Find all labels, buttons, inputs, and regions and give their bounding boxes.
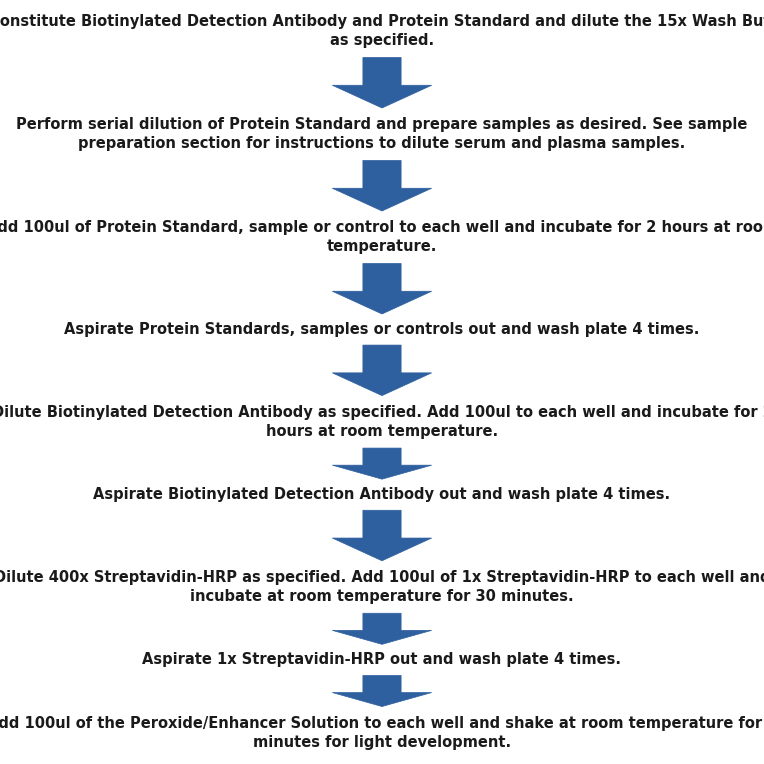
Text: Add 100ul of Protein Standard, sample or control to each well and incubate for 2: Add 100ul of Protein Standard, sample or… bbox=[0, 220, 764, 254]
Text: Aspirate 1x Streptavidin-HRP out and wash plate 4 times.: Aspirate 1x Streptavidin-HRP out and was… bbox=[143, 652, 621, 668]
Text: Reconstitute Biotinylated Detection Antibody and Protein Standard and dilute the: Reconstitute Biotinylated Detection Anti… bbox=[0, 15, 764, 48]
Polygon shape bbox=[332, 160, 432, 211]
Text: Dilute Biotinylated Detection Antibody as specified. Add 100ul to each well and : Dilute Biotinylated Detection Antibody a… bbox=[0, 405, 764, 439]
Polygon shape bbox=[332, 448, 432, 479]
Polygon shape bbox=[332, 57, 432, 108]
Text: Dilute 400x Streptavidin-HRP as specified. Add 100ul of 1x Streptavidin-HRP to e: Dilute 400x Streptavidin-HRP as specifie… bbox=[0, 570, 764, 604]
Text: Aspirate Protein Standards, samples or controls out and wash plate 4 times.: Aspirate Protein Standards, samples or c… bbox=[64, 322, 700, 337]
Polygon shape bbox=[332, 675, 432, 707]
Text: Aspirate Biotinylated Detection Antibody out and wash plate 4 times.: Aspirate Biotinylated Detection Antibody… bbox=[93, 487, 671, 502]
Polygon shape bbox=[332, 613, 432, 644]
Polygon shape bbox=[332, 510, 432, 561]
Text: Add 100ul of the Peroxide/Enhancer Solution to each well and shake at room tempe: Add 100ul of the Peroxide/Enhancer Solut… bbox=[0, 716, 764, 749]
Polygon shape bbox=[332, 345, 432, 396]
Polygon shape bbox=[332, 264, 432, 314]
Text: Perform serial dilution of Protein Standard and prepare samples as desired. See : Perform serial dilution of Protein Stand… bbox=[16, 117, 748, 151]
